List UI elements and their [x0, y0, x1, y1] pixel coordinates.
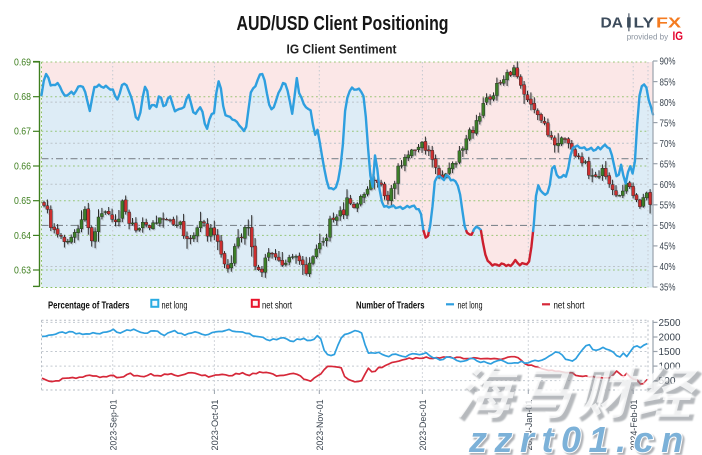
svg-text:2023-Oct-01: 2023-Oct-01	[210, 400, 221, 451]
svg-text:45%: 45%	[660, 241, 676, 253]
svg-text:80%: 80%	[660, 97, 676, 109]
svg-text:75%: 75%	[660, 117, 676, 129]
svg-text:0.65: 0.65	[14, 196, 31, 207]
svg-text:net short: net short	[554, 300, 585, 311]
svg-text:net long: net long	[162, 300, 188, 311]
svg-text:0.63: 0.63	[14, 265, 31, 276]
svg-text:Percentage of Traders: Percentage of Traders	[48, 300, 130, 311]
svg-text:provided by: provided by	[627, 33, 668, 42]
svg-text:0.67: 0.67	[14, 127, 31, 138]
svg-text:1500: 1500	[659, 346, 681, 358]
svg-text:85%: 85%	[660, 76, 676, 88]
svg-text:0.64: 0.64	[14, 231, 31, 242]
svg-text:35%: 35%	[660, 282, 676, 294]
svg-text:2023-Sep-01: 2023-Sep-01	[109, 400, 120, 451]
svg-text:2500: 2500	[659, 317, 681, 329]
svg-text:2000: 2000	[659, 332, 681, 344]
svg-text:2024-Feb-01: 2024-Feb-01	[629, 400, 640, 451]
svg-text:65%: 65%	[660, 158, 676, 170]
svg-text:0.69: 0.69	[14, 57, 31, 68]
svg-text:0.68: 0.68	[14, 92, 31, 103]
svg-text:zzrt01.cn: zzrt01.cn	[468, 419, 691, 455]
svg-text:IG Client Sentiment: IG Client Sentiment	[287, 41, 398, 56]
svg-text:50%: 50%	[660, 220, 676, 232]
svg-text:net short: net short	[262, 300, 292, 311]
svg-text:net long: net long	[458, 300, 483, 311]
svg-text:FX: FX	[656, 15, 681, 31]
svg-text:60%: 60%	[660, 179, 676, 191]
svg-text:Number of Traders: Number of Traders	[356, 300, 425, 311]
svg-text:40%: 40%	[660, 261, 676, 273]
svg-text:LY: LY	[634, 15, 655, 31]
svg-text:55%: 55%	[660, 200, 676, 212]
svg-text:AUD/USD Client Positioning: AUD/USD Client Positioning	[237, 13, 449, 35]
svg-text:90%: 90%	[660, 56, 676, 68]
svg-text:IG: IG	[673, 29, 684, 43]
svg-text:2023-Dec-01: 2023-Dec-01	[418, 400, 429, 451]
svg-text:2023-Nov-01: 2023-Nov-01	[315, 400, 326, 451]
svg-text:0.66: 0.66	[14, 161, 31, 172]
svg-text:DA: DA	[601, 15, 624, 31]
svg-text:2024-Jan-01: 2024-Jan-01	[524, 400, 535, 451]
svg-text:70%: 70%	[660, 138, 676, 150]
